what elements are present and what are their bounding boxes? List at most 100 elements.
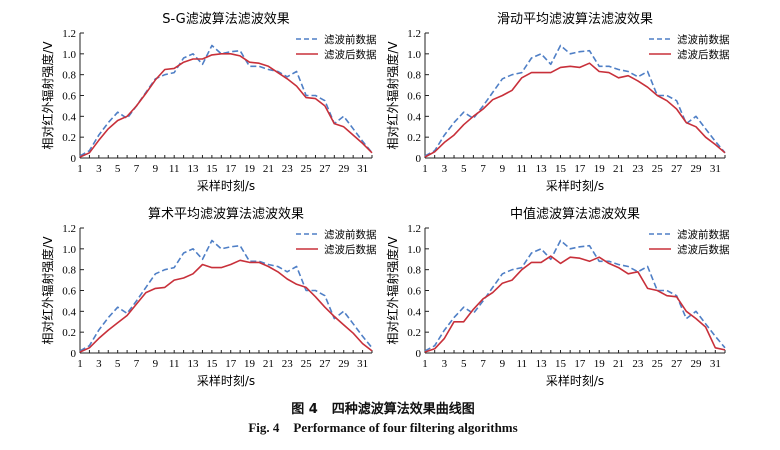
y-tick-label: 0.8 [407,265,421,277]
x-tick-label: 25 [652,358,664,370]
x-tick-label: 13 [536,358,548,370]
x-tick-label: 29 [338,163,350,175]
x-tick-label: 31 [710,163,721,175]
x-tick-label: 13 [536,163,548,175]
x-tick-label: 21 [613,358,624,370]
x-tick-label: 27 [671,163,683,175]
x-tick-label: 1 [77,358,83,370]
y-tick-label: 0.4 [62,306,76,318]
caption-en-label: Fig. 4 [248,420,280,435]
y-tick-label: 0.6 [62,91,76,103]
y-axis-label: 相对红外辐射强度/V [385,236,400,345]
series-line-before [79,239,373,352]
x-tick-label: 15 [555,358,567,370]
x-tick-label: 25 [652,163,664,175]
legend-label: 滤波前数据 [677,228,730,241]
x-tick-label: 3 [96,358,102,370]
x-tick-label: 7 [480,358,486,370]
figure-caption-cn: 图 4 四种滤波算法效果曲线图 [0,398,780,417]
y-tick-label: 0.8 [62,70,76,82]
x-tick-label: 19 [244,358,256,370]
y-tick-label: 0.8 [62,265,76,277]
x-tick-label: 5 [115,358,121,370]
x-axis-label: 采样时刻/s [197,373,255,388]
series-line-before [424,44,726,157]
legend-label: 滤波前数据 [324,228,377,241]
x-tick-label: 25 [301,163,313,175]
y-tick-label: 0 [71,348,77,360]
x-tick-label: 27 [319,163,331,175]
x-tick-label: 31 [357,358,368,370]
y-tick-label: 1.2 [407,223,421,235]
x-tick-label: 3 [442,163,448,175]
x-tick-label: 27 [671,358,683,370]
x-tick-label: 7 [480,163,486,175]
x-tick-label: 31 [710,358,721,370]
y-tick-label: 0.6 [407,91,421,103]
y-tick-label: 0 [416,153,422,165]
chart-title: 中值滤波算法滤波效果 [510,206,640,222]
y-tick-label: 0.6 [62,286,76,298]
x-tick-label: 27 [319,358,331,370]
y-tick-label: 1.2 [407,28,421,40]
x-tick-label: 23 [632,163,644,175]
x-tick-label: 13 [188,358,200,370]
y-axis-label: 相对红外辐射强度/V [40,236,55,345]
legend-label: 滤波后数据 [324,243,377,256]
series-line-after [79,52,373,158]
x-tick-label: 9 [500,163,506,175]
x-tick-label: 1 [422,163,428,175]
y-tick-label: 0 [71,153,77,165]
legend-label: 滤波后数据 [324,48,377,61]
y-tick-label: 0.4 [407,306,421,318]
series-line-after [79,259,373,353]
x-tick-label: 17 [225,358,237,370]
y-tick-label: 0.6 [407,286,421,298]
x-tick-label: 29 [690,358,702,370]
y-tick-label: 1.2 [62,28,76,40]
x-tick-label: 11 [169,163,180,175]
x-tick-label: 21 [613,163,624,175]
y-axis-label: 相对红外辐射强度/V [40,41,55,150]
x-axis-label: 采样时刻/s [546,373,604,388]
x-tick-label: 7 [134,163,140,175]
y-tick-label: 0.2 [62,327,76,339]
y-tick-label: 1.2 [62,223,76,235]
x-tick-label: 15 [206,163,218,175]
x-tick-label: 23 [282,163,294,175]
chart-title: 滑动平均滤波算法滤波效果 [497,12,653,27]
x-tick-label: 9 [153,358,159,370]
y-tick-label: 0.4 [407,111,421,123]
x-tick-label: 21 [263,358,274,370]
y-axis-label: 相对红外辐射强度/V [385,41,400,150]
legend-label: 滤波后数据 [677,48,730,61]
x-tick-label: 17 [574,358,586,370]
x-tick-label: 3 [442,358,448,370]
x-tick-label: 25 [301,358,313,370]
series-line-before [79,44,373,157]
legend-label: 滤波前数据 [677,33,730,46]
x-tick-label: 23 [632,358,644,370]
caption-en-text: Performance of four filtering algorithms [293,420,518,435]
x-axis-label: 采样时刻/s [546,178,604,193]
series-line-after [424,62,726,158]
series-line-before [424,239,726,352]
x-tick-label: 19 [594,163,606,175]
figure-caption-en: Fig. 4 Performance of four filtering algo… [0,420,780,436]
caption-cn-label: 图 4 [291,402,318,417]
x-tick-label: 31 [357,163,368,175]
x-tick-label: 11 [516,163,527,175]
y-tick-label: 1.0 [62,244,76,256]
y-tick-label: 1.0 [407,49,421,61]
series-line-after [424,255,726,353]
caption-cn-text: 四种滤波算法效果曲线图 [331,402,475,417]
x-tick-label: 7 [134,358,140,370]
x-tick-label: 5 [461,358,467,370]
x-tick-label: 29 [338,358,350,370]
y-tick-label: 1.0 [407,244,421,256]
x-tick-label: 1 [422,358,428,370]
